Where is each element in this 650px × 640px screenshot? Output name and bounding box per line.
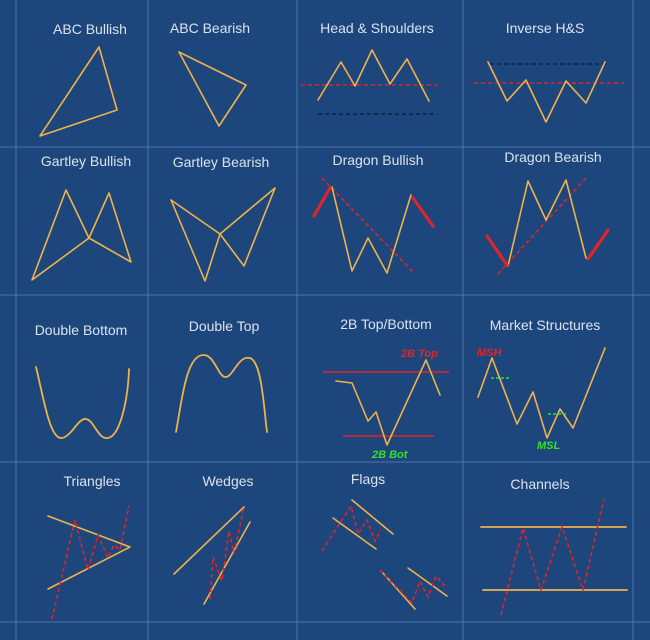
wedges-icon	[173, 506, 251, 605]
cell-gartley-bullish: Gartley Bullish	[31, 153, 132, 281]
triangles-icon	[47, 505, 131, 620]
channels-icon	[480, 498, 628, 616]
pattern-title: Gartley Bullish	[41, 153, 131, 169]
pattern-title: Wedges	[202, 473, 253, 489]
pattern-title: ABC Bullish	[53, 21, 127, 37]
pattern-title: Inverse H&S	[506, 20, 585, 36]
pattern-title: Head & Shoulders	[320, 20, 434, 36]
cell-flags: Flags	[321, 471, 448, 610]
abc-bearish-icon	[178, 51, 247, 127]
cell-head-and-shoulders: Head & Shoulders	[301, 20, 438, 115]
cell-2b-top-bottom: 2B Top/Bottom 2B Top 2B Bot	[323, 316, 449, 461]
pattern-title: Channels	[510, 476, 569, 492]
double-bottom-icon	[35, 366, 130, 439]
pattern-title: Market Structures	[490, 317, 600, 333]
cell-dragon-bullish: Dragon Bullish	[312, 152, 435, 274]
dragon-bearish-icon	[485, 176, 610, 275]
pattern-title: Double Top	[189, 318, 260, 334]
cell-double-top: Double Top	[175, 318, 268, 433]
cell-gartley-bearish: Gartley Bearish	[170, 154, 276, 282]
cell-abc-bullish: ABC Bullish	[39, 21, 127, 137]
dragon-bullish-icon	[312, 177, 435, 274]
cell-channels: Channels	[480, 476, 628, 616]
flags-icon	[321, 499, 448, 610]
gartley-bearish-icon	[170, 187, 276, 282]
pattern-title: Gartley Bearish	[173, 154, 269, 170]
msh-label: MSH	[477, 347, 503, 359]
pattern-title: 2B Top/Bottom	[340, 316, 432, 332]
pattern-title: ABC Bearish	[170, 20, 250, 36]
2b-top-bottom-icon	[323, 359, 449, 446]
inverse-head-and-shoulders-icon	[474, 61, 624, 123]
double-top-icon	[175, 354, 268, 433]
abc-bullish-icon	[39, 46, 118, 137]
gartley-bullish-icon	[31, 189, 132, 281]
cell-triangles: Triangles	[47, 473, 131, 620]
pattern-title: Flags	[351, 471, 385, 487]
cell-wedges: Wedges	[173, 473, 254, 605]
two-b-top-label: 2B Top	[400, 348, 438, 360]
pattern-title: Dragon Bullish	[332, 152, 423, 168]
pattern-title: Double Bottom	[35, 322, 128, 338]
pattern-title: Triangles	[63, 473, 120, 489]
cell-abc-bearish: ABC Bearish	[170, 20, 250, 127]
cell-market-structures: Market Structures MSH MSL	[477, 317, 606, 452]
head-and-shoulders-icon	[301, 49, 438, 115]
two-b-bot-label: 2B Bot	[371, 449, 409, 461]
cell-double-bottom: Double Bottom	[35, 322, 130, 439]
cell-inverse-head-and-shoulders: Inverse H&S	[474, 20, 624, 123]
cell-dragon-bearish: Dragon Bearish	[485, 149, 610, 275]
market-structures-icon	[477, 347, 606, 439]
pattern-title: Dragon Bearish	[504, 149, 601, 165]
msl-label: MSL	[537, 440, 561, 452]
